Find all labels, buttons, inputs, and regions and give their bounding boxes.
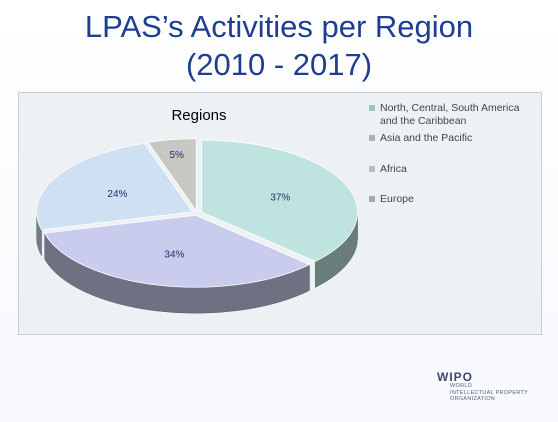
logo-line-3: ORGANIZATION <box>450 396 496 402</box>
wipo-logo: WIPO WORLD INTELLECTUAL PROPERTY ORGANIZ… <box>437 371 528 403</box>
pie-chart: Regions 37% 34% 24% 5% North, Central, Sout… <box>18 92 542 335</box>
slide-title-line-1: LPAS’s Activities per Region <box>84 9 474 44</box>
pie-slice <box>201 139 358 262</box>
legend-item: Africa <box>369 163 539 176</box>
pie-data-labels: 37% 34% 24% 5% <box>107 150 290 261</box>
legend-swatch <box>369 196 375 202</box>
legend-label: Asia and the Pacific <box>380 132 473 144</box>
logo-line-1: WORLD <box>450 383 472 389</box>
pie-data-label: 34% <box>164 250 184 261</box>
slide-title: LPAS’s Activities per Region (2010 - 201… <box>0 8 558 84</box>
legend-swatch <box>369 166 375 172</box>
logo-line-2: INTELLECTUAL PROPERTY <box>450 389 529 396</box>
pie-data-label: 5% <box>169 150 184 161</box>
pie-slice <box>36 142 194 231</box>
legend-swatch <box>369 105 375 111</box>
chart-title: Regions <box>171 107 226 124</box>
pie-chart-plot: Regions 37% 34% 24% 5% <box>36 107 358 314</box>
logo-name: WIPO <box>437 370 473 384</box>
legend-item: Asia and the Pacific <box>369 132 539 145</box>
legend-label: Europe <box>380 193 414 205</box>
legend-label: Africa <box>380 163 407 175</box>
legend-label: North, Central, South America and the Ca… <box>380 102 520 127</box>
legend-item: Europe <box>369 193 539 206</box>
pie-slice-tops <box>36 138 358 288</box>
slide-title-line-2: (2010 - 2017) <box>185 47 373 82</box>
pie-data-label: 24% <box>107 189 127 200</box>
legend-swatch <box>369 135 375 141</box>
pie-slice <box>44 214 311 288</box>
pie-slice <box>147 138 197 212</box>
legend-item: North, Central, South America and the Ca… <box>369 102 539 128</box>
pie-data-label: 37% <box>270 192 290 203</box>
